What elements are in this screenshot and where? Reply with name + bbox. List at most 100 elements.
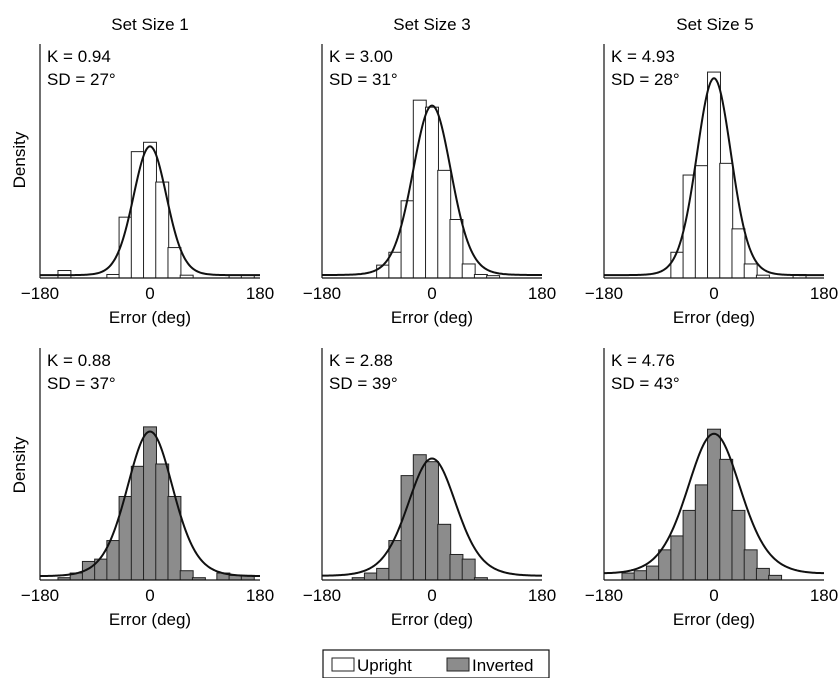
histogram-bar xyxy=(743,549,758,581)
x-tick-label: −180 xyxy=(585,284,623,303)
x-tick-label: −180 xyxy=(585,586,623,605)
sd-annotation: SD = 27° xyxy=(47,70,116,89)
histogram-bar xyxy=(143,426,157,581)
column-title-set-size-1: Set Size 1 xyxy=(111,15,189,34)
histogram-bar xyxy=(130,151,145,279)
legend-label-upright: Upright xyxy=(357,656,412,675)
legend: Upright Inverted xyxy=(322,649,550,678)
histogram-bar xyxy=(155,463,170,581)
fitted-curve xyxy=(604,77,824,277)
k-annotation: K = 3.00 xyxy=(329,47,393,66)
sd-annotation: SD = 37° xyxy=(47,374,116,393)
panel-upright-set-size-5: −180 0 180 Error (deg) K = 4.93 SD = 28° xyxy=(585,44,838,327)
k-annotation: K = 4.76 xyxy=(611,351,675,370)
x-tick-label: 180 xyxy=(810,586,838,605)
histogram-bar xyxy=(376,264,391,279)
k-annotation: K = 4.93 xyxy=(611,47,675,66)
fitted-curve xyxy=(322,104,542,277)
x-tick-label: 180 xyxy=(528,586,556,605)
x-axis-label: Error (deg) xyxy=(391,610,473,629)
x-axis-label: Error (deg) xyxy=(109,308,191,327)
histogram-bar xyxy=(682,509,697,581)
x-axis-label: Error (deg) xyxy=(673,610,755,629)
histogram-bar xyxy=(768,574,783,581)
column-title-set-size-3: Set Size 3 xyxy=(393,15,471,34)
legend-swatch-upright xyxy=(331,657,355,672)
histogram-bar xyxy=(461,558,476,581)
x-tick-label: 180 xyxy=(246,284,274,303)
x-tick-label: 0 xyxy=(709,586,718,605)
histogram-bar xyxy=(670,251,685,279)
k-annotation: K = 2.88 xyxy=(329,351,393,370)
sd-annotation: SD = 43° xyxy=(611,374,680,393)
y-axis-label-inverted: Density xyxy=(10,436,29,493)
histogram-bar xyxy=(449,219,464,279)
panels: −180 0 180 Error (deg) K = 0.94 SD = 27° −180 0… xyxy=(21,44,838,629)
sd-annotation: SD = 28° xyxy=(611,70,680,89)
histogram-bar xyxy=(437,169,452,279)
histogram-bar xyxy=(621,572,636,581)
x-axis-label: Error (deg) xyxy=(673,308,755,327)
panel-inverted-set-size-3: −180 0 180 Error (deg) K = 2.88 SD = 39° xyxy=(303,348,556,629)
sd-annotation: SD = 39° xyxy=(329,374,398,393)
x-tick-label: 0 xyxy=(427,284,436,303)
histogram-bar xyxy=(670,535,685,581)
x-tick-label: 180 xyxy=(810,284,838,303)
fitted-curve xyxy=(322,457,542,577)
histogram-bar xyxy=(130,465,145,581)
x-tick-label: −180 xyxy=(21,284,59,303)
histogram-bar xyxy=(106,540,121,581)
histogram-bar xyxy=(376,567,391,581)
x-tick-label: −180 xyxy=(303,586,341,605)
histogram-bar xyxy=(658,549,673,581)
histogram-bar xyxy=(412,99,427,279)
panel-inverted-set-size-1: −180 0 180 Error (deg) K = 0.88 SD = 37° xyxy=(21,348,274,629)
panel-upright-set-size-3: −180 0 180 Error (deg) K = 3.00 SD = 31° xyxy=(303,44,556,327)
histogram-bar xyxy=(707,428,721,581)
panel-inverted-set-size-5: −180 0 180 Error (deg) K = 4.76 SD = 43° xyxy=(585,348,838,629)
x-tick-label: 0 xyxy=(145,284,154,303)
x-axis-label: Error (deg) xyxy=(109,610,191,629)
histogram-bar xyxy=(425,461,439,581)
histogram-bar xyxy=(437,523,452,581)
histogram-bar xyxy=(694,165,709,279)
y-axis-label-upright: Density xyxy=(10,131,29,188)
fitted-curve xyxy=(40,430,260,578)
x-tick-label: −180 xyxy=(21,586,59,605)
histogram-bar xyxy=(425,106,439,279)
histogram-bar xyxy=(461,263,476,279)
legend-box xyxy=(322,649,550,678)
histogram-bar xyxy=(719,162,734,279)
histogram-bar xyxy=(731,509,746,581)
sd-annotation: SD = 31° xyxy=(329,70,398,89)
histogram-bar xyxy=(707,71,721,279)
legend-swatch-inverted xyxy=(446,657,470,672)
k-annotation: K = 0.88 xyxy=(47,351,111,370)
column-title-set-size-5: Set Size 5 xyxy=(676,15,754,34)
histogram-bar xyxy=(645,565,660,581)
fitted-curve xyxy=(40,145,260,277)
histogram-bar xyxy=(179,570,194,581)
x-tick-label: −180 xyxy=(303,284,341,303)
histogram-bar xyxy=(694,484,709,581)
histogram-bar xyxy=(731,228,746,279)
histogram-bar xyxy=(449,553,464,581)
histogram-bar xyxy=(755,567,770,581)
x-tick-label: 0 xyxy=(427,586,436,605)
x-tick-label: 180 xyxy=(528,284,556,303)
histogram-bar xyxy=(363,572,378,581)
panel-upright-set-size-1: −180 0 180 Error (deg) K = 0.94 SD = 27° xyxy=(21,44,274,327)
histogram-bar xyxy=(143,141,157,279)
x-axis-label: Error (deg) xyxy=(391,308,473,327)
histogram-bar xyxy=(167,247,182,279)
k-annotation: K = 0.94 xyxy=(47,47,111,66)
histogram-bar xyxy=(633,570,648,581)
x-tick-label: 0 xyxy=(145,586,154,605)
histogram-bar xyxy=(743,263,758,279)
x-tick-label: 0 xyxy=(709,284,718,303)
histogram-bar xyxy=(719,458,734,581)
legend-label-inverted: Inverted xyxy=(472,656,533,675)
fitted-curve xyxy=(603,432,825,575)
histogram-bar xyxy=(400,200,415,279)
